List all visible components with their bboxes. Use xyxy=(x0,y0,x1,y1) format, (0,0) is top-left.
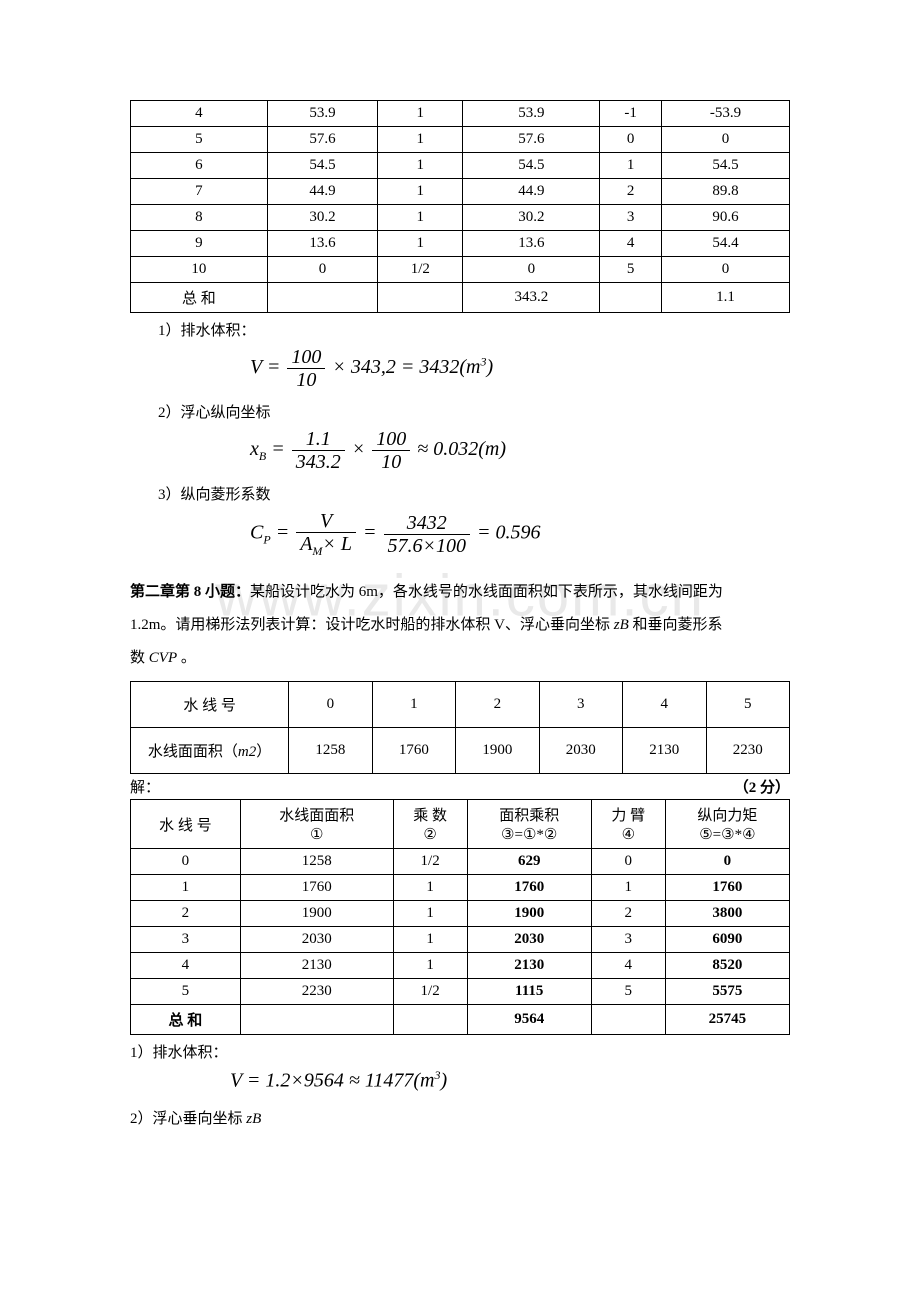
section2-formula: xB = 1.1343.2 × 10010 ≈ 0.032(m) xyxy=(250,428,790,473)
section2-label: 2）浮心纵向坐标 xyxy=(158,401,790,422)
section1-label: 1）排水体积： xyxy=(158,319,790,340)
section4-label: 1）排水体积： xyxy=(130,1041,790,1062)
section4-formula: V = 1.2×9564 ≈ 11477(m3) xyxy=(230,1068,790,1093)
table-waterline-calc: 水 线 号水线面面积①乘 数②面积乘积③=①*②力 臂④纵向力矩⑤=③*④012… xyxy=(130,799,790,1035)
problem2-text: 第二章第 8 小题：某船设计吃水为 6m，各水线号的水线面面积如下表所示，其水线… xyxy=(130,576,790,675)
section3-formula: CP = V AM× L = 343257.6×100 = 0.596 xyxy=(250,510,790,558)
section3-label: 3）纵向菱形系数 xyxy=(158,483,790,504)
section1-formula: V = 10010 × 343,2 = 3432(m3) xyxy=(250,346,790,391)
table-stations-partial: 453.9153.9-1-53.9557.6157.600654.5154.51… xyxy=(130,100,790,313)
section5-label: 2）浮心垂向坐标 zB xyxy=(130,1107,790,1128)
solve-points: （2 分） xyxy=(734,776,790,797)
solve-label: 解： xyxy=(130,776,160,797)
table-waterline-given: 水 线 号 012345 水线面面积（m2） 12581760190020302… xyxy=(130,681,790,774)
